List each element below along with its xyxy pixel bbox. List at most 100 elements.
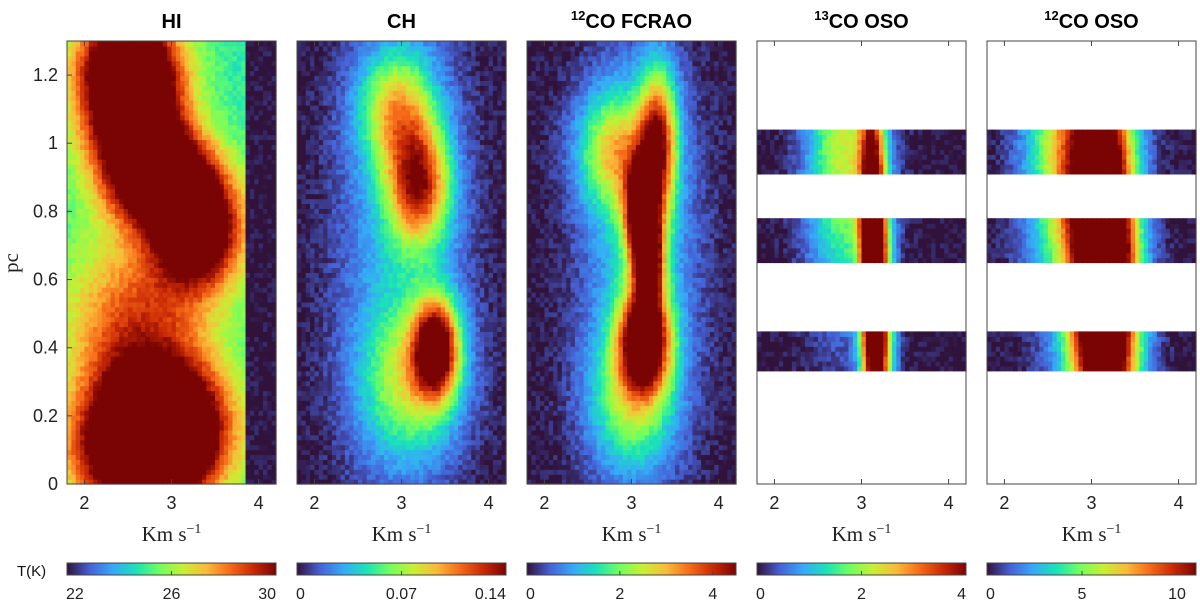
heatmap-cell [193,272,199,278]
heatmap-cell [193,60,199,67]
heatmap-cell [245,193,251,200]
heatmap-cell [110,65,116,72]
heatmap-cell [210,400,216,406]
heatmap-cell [67,252,72,259]
heatmap-cell [262,237,268,244]
heatmap-cell [344,424,350,431]
heatmap-cell [84,173,90,180]
heatmap-cell [197,45,203,52]
heatmap-cell [171,365,177,372]
heatmap-cell [331,434,337,441]
heatmap-cell [88,164,94,170]
heatmap-cell [193,232,199,239]
heatmap-cell [162,390,168,396]
heatmap-cell [258,326,264,333]
heatmap-cell [180,208,186,214]
heatmap-cell [201,479,207,485]
heatmap-cell [210,267,216,273]
heatmap-cell [123,262,129,269]
heatmap-cell [71,420,77,426]
heatmap-cell [106,370,112,377]
heatmap-cell [114,306,120,313]
heatmap-cell [405,424,411,431]
heatmap-cell [418,420,424,426]
heatmap-cell [71,415,77,421]
heatmap-cell [127,267,133,273]
heatmap-cell [75,444,81,451]
heatmap-cell [88,360,94,367]
heatmap-cell [101,351,107,357]
heatmap-cell [123,326,129,333]
heatmap-cell [167,479,173,485]
heatmap-cell [305,424,311,431]
heatmap-cell [184,267,190,273]
heatmap-cell [162,90,168,96]
heatmap-cell [462,464,468,470]
heatmap-cell [215,114,220,121]
heatmap-cell [223,80,229,86]
heatmap-cell [162,213,168,219]
heatmap-cell [114,213,120,219]
heatmap-cell [262,80,268,86]
heatmap-cell [149,119,155,126]
heatmap-cell [310,454,316,460]
heatmap-cell [215,424,220,431]
heatmap-cell [232,326,238,333]
heatmap-cell [162,292,168,298]
heatmap-cell [127,41,133,47]
heatmap-cell [175,119,181,126]
heatmap-cell [301,474,307,480]
heatmap-cell [149,85,155,91]
heatmap-cell [314,464,320,470]
heatmap-cell [180,223,186,229]
heatmap-cell [353,449,359,456]
heatmap-cell [271,454,277,460]
heatmap-cell [228,114,234,121]
heatmap-cell [397,429,403,436]
heatmap-cell [114,198,120,205]
heatmap-cell [219,469,225,475]
heatmap-cell [241,65,247,72]
heatmap-cell [223,104,229,111]
heatmap-cell [236,479,242,485]
heatmap-cell [475,434,481,441]
heatmap-cell [210,104,216,111]
heatmap-cell [245,410,251,416]
heatmap-cell [123,129,129,136]
heatmap-cell [188,198,194,205]
heatmap-cell [75,469,81,475]
heatmap-cell [258,336,264,342]
heatmap-cell [310,424,316,431]
heatmap-cell [201,474,207,480]
heatmap-cell [101,119,107,126]
heatmap-cell [101,203,107,209]
heatmap-cell [141,213,146,219]
heatmap-cell [440,479,446,485]
heatmap-cell [236,292,242,298]
heatmap-cell [241,139,247,145]
heatmap-cell [228,346,234,352]
heatmap-cell [440,434,446,441]
heatmap-cell [158,173,164,180]
heatmap-cell [262,292,268,298]
heatmap-cell [145,444,151,451]
heatmap-cell [106,400,112,406]
heatmap-cell [67,183,72,190]
heatmap-cell [136,144,142,150]
heatmap-cell [206,346,212,352]
heatmap-cell [488,479,494,485]
heatmap-cell [141,370,146,377]
heatmap-cell [175,252,181,259]
heatmap-cell [110,410,116,416]
heatmap-cell [271,109,277,116]
heatmap-cell [80,360,86,367]
heatmap-cell [88,277,94,283]
heatmap-cell [440,420,446,426]
heatmap-cell [80,262,86,269]
heatmap-cell [188,252,194,259]
heatmap-cell [241,95,247,101]
heatmap-cell [210,55,216,62]
heatmap-cell [84,247,90,254]
heatmap-cell [167,321,173,328]
heatmap-cell [323,459,329,465]
